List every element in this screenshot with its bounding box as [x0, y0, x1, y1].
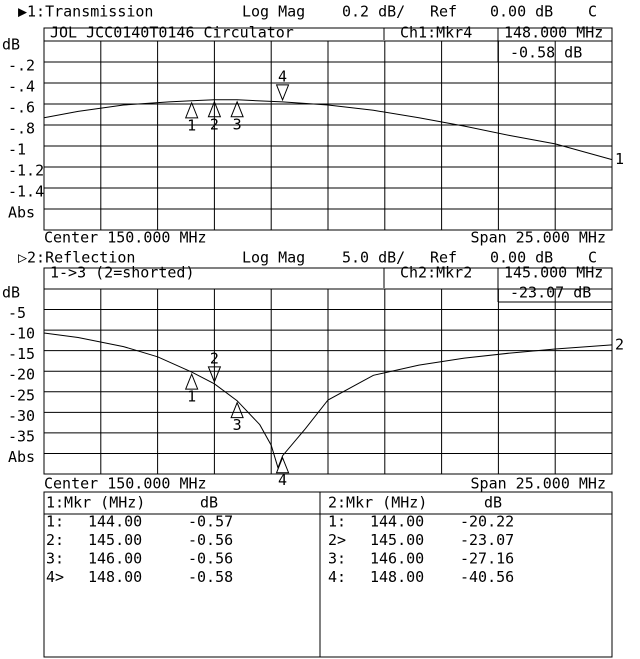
marker: [184, 372, 199, 390]
marker: [230, 401, 244, 419]
table-frame: [43, 491, 613, 658]
marker-readout-title: Ch1:Mkr4: [400, 24, 472, 42]
marker-label: 3: [233, 115, 242, 133]
marker-label: 2: [210, 115, 219, 133]
table-cell: 146.00: [370, 550, 424, 568]
table-cell: 148.00: [370, 568, 424, 586]
table-cell: 3:: [328, 550, 346, 568]
table-cell: 145.00: [88, 531, 142, 549]
trace: [43, 332, 613, 470]
marker-label: 1: [187, 388, 196, 406]
y-tick-label: -1.4: [8, 183, 44, 201]
marker: [184, 101, 199, 119]
table-header: dB: [484, 494, 502, 512]
header-flag: C: [588, 249, 597, 267]
table-cell: 2:: [46, 531, 64, 549]
y-tick-label: -35: [8, 427, 35, 445]
table-cell: -0.58: [188, 568, 233, 586]
y-tick-label: -.4: [8, 78, 35, 96]
table-cell: -40.56: [460, 568, 514, 586]
y-tick-label: -.8: [8, 120, 35, 138]
marker-label: 3: [233, 416, 242, 434]
header-ref-label: Ref: [430, 3, 457, 21]
marker-readout-y: -0.58 dB: [510, 44, 582, 62]
header-ref: 0.00 dB: [490, 3, 553, 21]
marker-label: 4: [278, 67, 287, 85]
header-ref-label: Ref: [430, 249, 457, 267]
marker-readout-y: -23.07 dB: [510, 284, 591, 302]
annotation: 1->3 (2=shorted): [50, 264, 195, 282]
table-header: 2:Mkr (MHz): [328, 494, 427, 512]
marker: [275, 456, 290, 474]
marker: [207, 366, 222, 384]
marker: [275, 84, 290, 102]
y-tick-label: -.6: [8, 99, 35, 117]
marker: [230, 100, 244, 118]
y-tick-label: -1.2: [8, 162, 44, 180]
header-channel: ▶1:Transmission: [18, 3, 153, 21]
table-cell: 1:: [328, 513, 346, 531]
span-label: Span 25.000 MHz: [471, 475, 606, 493]
y-tick-label: -5: [8, 304, 26, 322]
y-tick-label: -25: [8, 386, 35, 404]
span-label: Span 25.000 MHz: [471, 229, 606, 247]
table-cell: 2>: [328, 531, 346, 549]
table-cell: -20.22: [460, 513, 514, 531]
table-cell: -0.56: [188, 550, 233, 568]
table-header: 1:Mkr (MHz): [46, 494, 145, 512]
table-cell: 146.00: [88, 550, 142, 568]
trace-label: 2: [615, 335, 624, 353]
header-ref: 0.00 dB: [490, 249, 553, 267]
y-tick-label: dB: [2, 284, 20, 302]
table-cell: 144.00: [370, 513, 424, 531]
marker-readout-title: Ch2:Mkr2: [400, 264, 472, 282]
y-tick-label: dB: [2, 36, 20, 54]
marker-readout-x: 148.000 MHz: [504, 24, 603, 42]
marker-label: 4: [278, 471, 287, 489]
y-tick-label: -10: [8, 325, 35, 343]
trace-label: 1: [615, 150, 624, 168]
header-format: Log Mag: [242, 3, 305, 21]
table-cell: -27.16: [460, 550, 514, 568]
header-channel: ▷2:Reflection: [18, 249, 135, 267]
marker-label: 2: [210, 349, 219, 367]
y-tick-label: -1: [8, 141, 26, 159]
header-format: Log Mag: [242, 249, 305, 267]
table-cell: 144.00: [88, 513, 142, 531]
annotation: JOL JCC0140T0146 Circulator: [50, 24, 294, 42]
marker: [207, 100, 222, 118]
table-cell: 3:: [46, 550, 64, 568]
table-cell: 4:: [328, 568, 346, 586]
trace: [43, 99, 613, 161]
table-cell: 148.00: [88, 568, 142, 586]
header-scale: 5.0 dB/: [342, 249, 405, 267]
header-scale: 0.2 dB/: [342, 3, 405, 21]
y-tick-label: -20: [8, 366, 35, 384]
table-cell: -0.56: [188, 531, 233, 549]
y-tick-label: Abs: [8, 204, 35, 222]
header-flag: C: [588, 3, 597, 21]
table-cell: 1:: [46, 513, 64, 531]
table-cell: 145.00: [370, 531, 424, 549]
table-header: dB: [200, 494, 218, 512]
center-label: Center 150.000 MHz: [44, 229, 207, 247]
table-cell: -23.07: [460, 531, 514, 549]
y-tick-label: Abs: [8, 448, 35, 466]
marker-label: 1: [187, 116, 196, 134]
table-cell: -0.57: [188, 513, 233, 531]
center-label: Center 150.000 MHz: [44, 475, 207, 493]
y-tick-label: -30: [8, 407, 35, 425]
y-tick-label: -15: [8, 345, 35, 363]
y-tick-label: -.2: [8, 57, 35, 75]
marker-readout-x: 145.000 MHz: [504, 264, 603, 282]
table-cell: 4>: [46, 568, 64, 586]
